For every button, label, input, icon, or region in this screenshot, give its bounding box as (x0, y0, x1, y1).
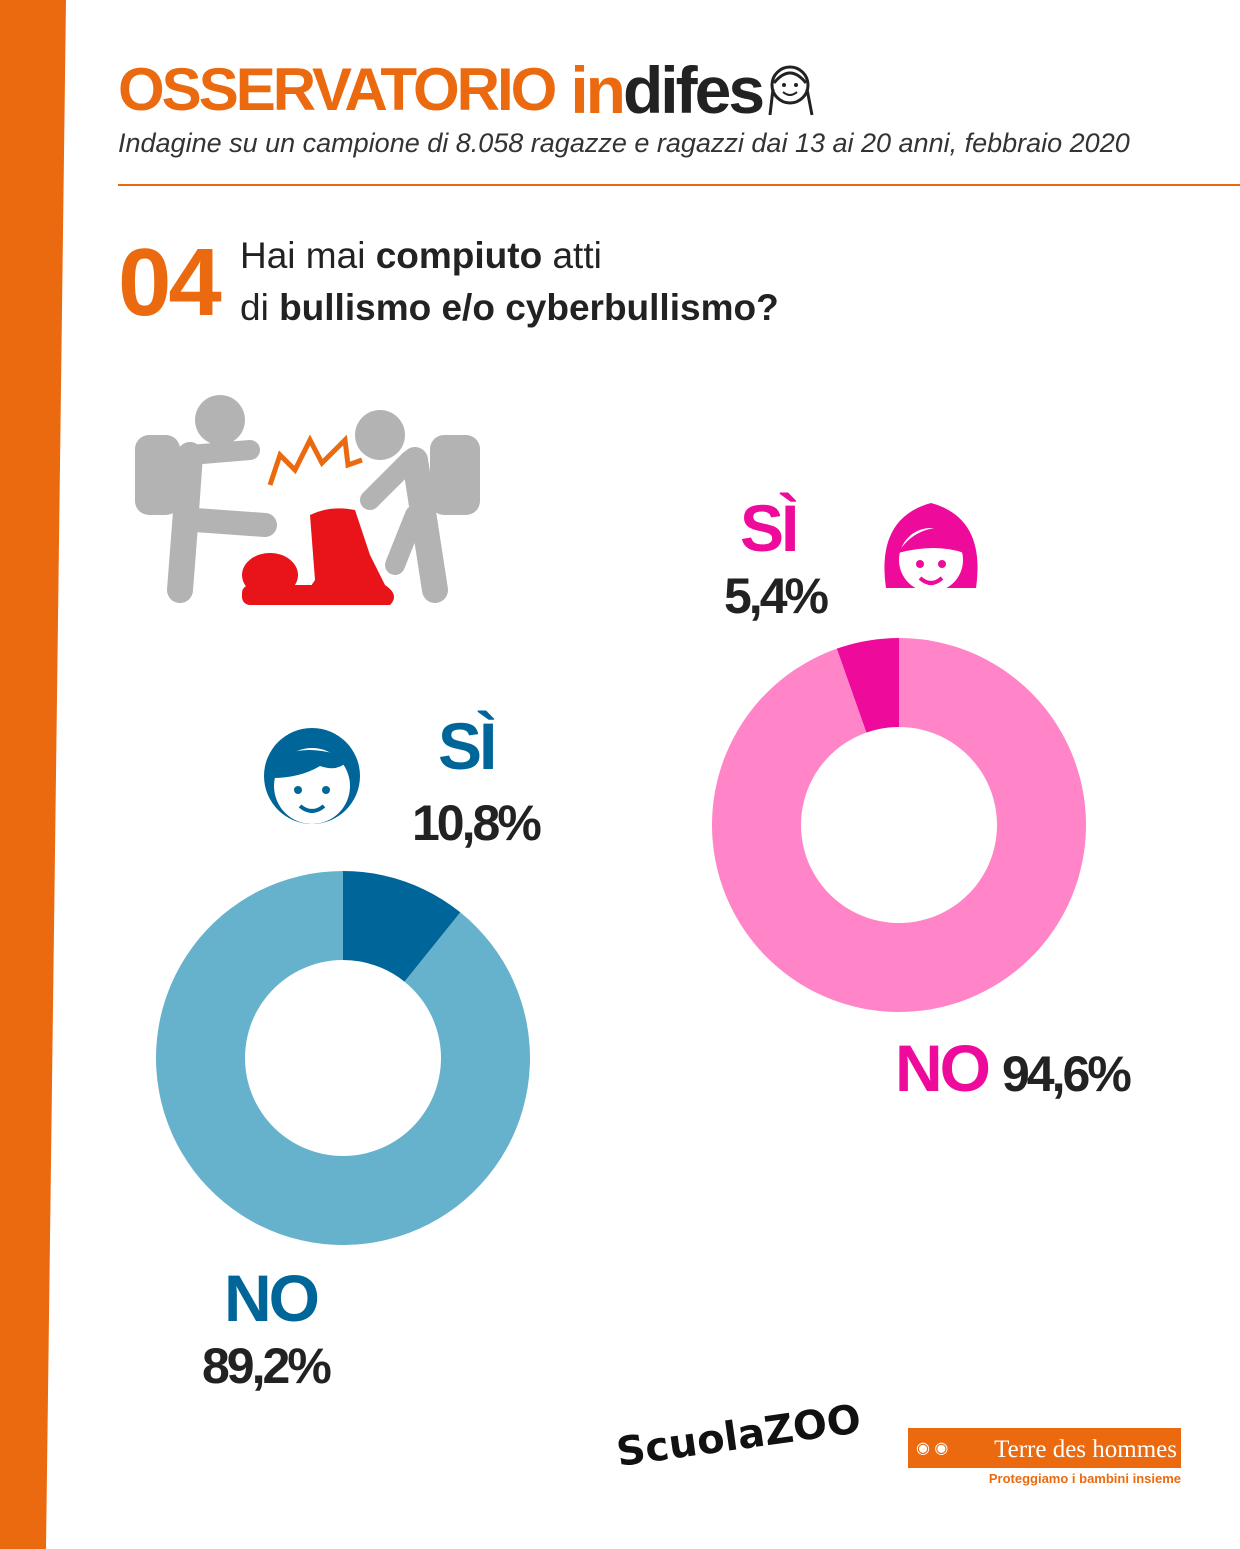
q-l2-pre: di (240, 287, 280, 328)
girl-face-icon (884, 503, 978, 592)
brand-difesa: difes (622, 53, 765, 127)
question-number-text: 04 (118, 229, 222, 336)
boys-no-label: NO (224, 1258, 320, 1338)
q-l1-pre: Hai mai (240, 235, 376, 276)
girls-no-text: NO (895, 1031, 991, 1105)
girls-yes-pct: 5,4% (724, 566, 829, 626)
boys-no-pct-text: 89,2% (202, 1338, 332, 1394)
girl-logo-icon (768, 65, 814, 116)
girls-slice-no (712, 638, 1086, 1012)
girls-yes-label: SÌ (740, 488, 799, 568)
boys-donut-chart (156, 871, 530, 1245)
boys-yes-pct: 10,8% (412, 793, 542, 853)
girls-no-pct-text: 94,6% (1002, 1046, 1132, 1102)
boys-yes-pct-text: 10,8% (412, 795, 542, 851)
title-osservatorio: OSSERVATORIO (118, 56, 557, 123)
boys-yes-label: SÌ (438, 706, 497, 786)
q-l1-post: atti (542, 235, 602, 276)
boys-yes-text: SÌ (438, 709, 497, 783)
subtitle: Indagine su un campione di 8.058 ragazze… (118, 128, 1130, 158)
divider (118, 184, 1240, 186)
girls-yes-text: SÌ (740, 491, 799, 565)
bullying-illustration-icon (135, 395, 480, 605)
girls-yes-pct-text: 5,4% (724, 568, 829, 624)
orange-side-stripe (0, 0, 66, 1549)
girls-no-pct: 94,6% (1002, 1044, 1132, 1104)
terre-des-hommes-logo: ◉ ◉ Terre des hommes Proteggiamo i bambi… (908, 1428, 1181, 1486)
brand-in: in (570, 53, 626, 127)
page-title: OSSERVATORIO indifes (118, 50, 820, 130)
scuolazoo-logo: ScuolaZOO (614, 1396, 864, 1476)
girls-slice-yes (836, 638, 899, 733)
q-l2-bold: bullismo e/o cyberbullismo? (279, 287, 779, 328)
scuolazoo-logo-text: ScuolaZOO (613, 1396, 864, 1476)
girls-no-label: NO (895, 1028, 991, 1108)
girls-donut-chart (712, 638, 1086, 1012)
boys-no-pct: 89,2% (202, 1336, 332, 1396)
question-text: Hai mai compiuto atti di bullismo e/o cy… (240, 230, 779, 334)
boys-slice-yes (343, 871, 461, 982)
question-number: 04 (118, 228, 222, 338)
boys-no-text: NO (224, 1261, 320, 1335)
boy-face-icon (264, 728, 360, 824)
terre-des-hommes-tagline: Proteggiamo i bambini insieme (988, 1471, 1181, 1486)
girls-no-row: NO 94,6% (895, 1028, 1132, 1108)
terre-des-hommes-text: Terre des hommes (994, 1436, 1177, 1463)
q-l1-bold: compiuto (375, 235, 543, 276)
boys-slice-no (156, 871, 530, 1245)
brand-indifesa: indifes (570, 50, 765, 130)
girl-logo-wrap (764, 59, 820, 121)
eyes-icon: ◉ ◉ (916, 1440, 949, 1457)
